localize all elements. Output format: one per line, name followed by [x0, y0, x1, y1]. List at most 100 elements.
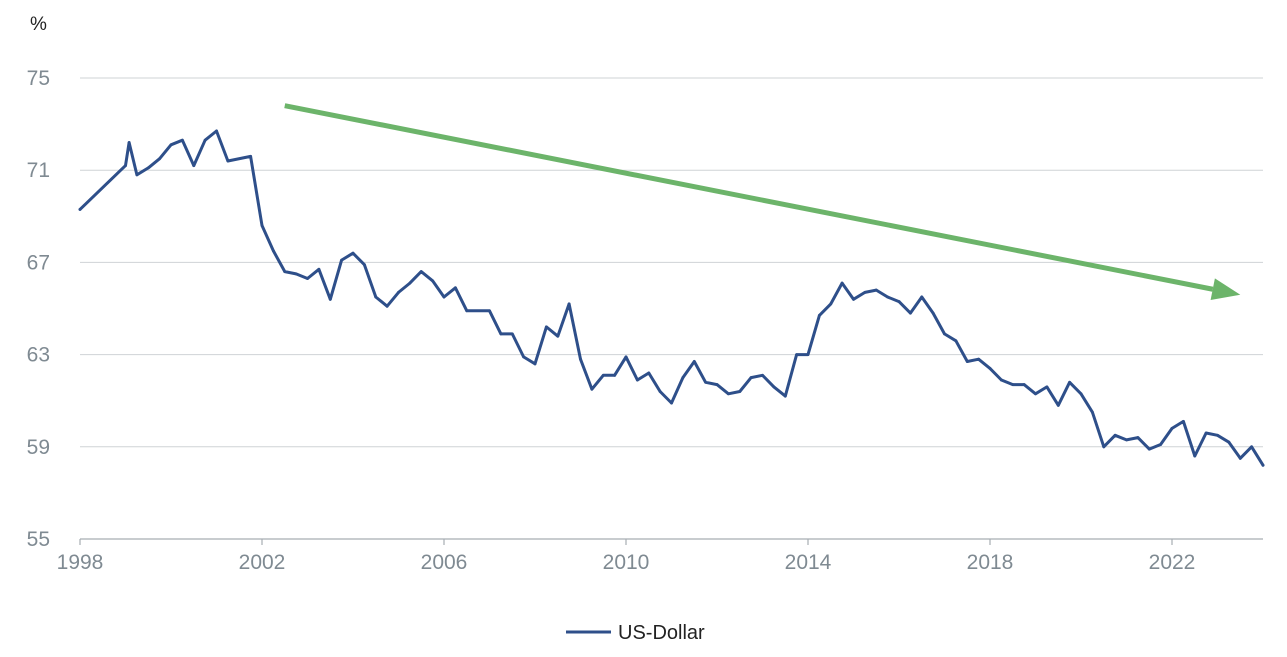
data-point — [488, 309, 491, 313]
data-point — [954, 339, 958, 343]
data-point — [1193, 454, 1197, 458]
data-point — [522, 355, 526, 359]
legend-label-us-dollar: US-Dollar — [618, 622, 705, 644]
data-point — [510, 332, 514, 336]
data-point — [306, 277, 309, 280]
data-point — [135, 173, 139, 177]
data-point — [681, 376, 685, 380]
data-point — [158, 157, 162, 161]
data-point — [533, 362, 537, 366]
data-point — [852, 297, 855, 301]
x-tick-label: 2018 — [967, 551, 1014, 574]
data-point — [999, 378, 1003, 382]
data-point — [817, 314, 821, 317]
data-point — [783, 394, 787, 398]
data-point — [260, 224, 264, 227]
y-tick-label: 63 — [27, 344, 50, 367]
data-point — [1056, 403, 1060, 407]
data-point — [635, 378, 639, 382]
data-point — [908, 311, 912, 315]
data-point — [772, 385, 776, 389]
y-unit-label: % — [30, 14, 47, 35]
data-point — [1238, 456, 1242, 460]
data-point — [294, 272, 298, 276]
data-point — [738, 390, 742, 393]
data-point — [169, 143, 173, 147]
data-point — [465, 309, 469, 313]
gridlines — [80, 77, 1263, 540]
data-point — [715, 383, 719, 386]
data-point — [1261, 463, 1265, 467]
data-point — [249, 154, 253, 158]
data-point — [1147, 447, 1151, 451]
y-tick-label: 75 — [27, 67, 50, 90]
y-axis-tick-labels: 55 59 63 67 71 75 — [27, 67, 50, 551]
y-tick-label: 55 — [27, 528, 50, 551]
data-point — [931, 311, 935, 315]
data-point — [453, 286, 457, 290]
data-point — [988, 367, 992, 370]
x-tick-label: 1998 — [57, 551, 104, 574]
data-point — [1136, 436, 1140, 439]
data-point — [1102, 445, 1106, 449]
data-point — [1034, 392, 1037, 396]
data-point — [874, 288, 878, 292]
y-tick-label: 59 — [27, 436, 50, 459]
x-tick-label: 2014 — [785, 551, 832, 574]
data-point — [328, 297, 332, 301]
data-point — [419, 270, 423, 274]
data-point — [1250, 445, 1254, 449]
data-point — [1011, 383, 1015, 386]
data-point — [567, 302, 571, 306]
data-point — [442, 295, 446, 299]
data-point — [886, 295, 890, 299]
data-point — [78, 207, 82, 211]
data-point — [806, 353, 810, 356]
data-point — [556, 334, 560, 338]
data-point — [192, 164, 196, 167]
data-point — [180, 138, 184, 142]
data-point — [749, 376, 753, 380]
data-point — [579, 357, 582, 361]
trend-arrow-head — [1210, 278, 1241, 300]
data-point — [146, 166, 150, 170]
data-point — [590, 387, 594, 391]
data-point — [127, 141, 131, 144]
data-point — [704, 380, 708, 384]
data-point — [271, 249, 275, 253]
data-point — [1170, 426, 1174, 430]
data-point — [965, 360, 969, 363]
data-point — [840, 281, 844, 285]
annotation-layer — [284, 103, 1241, 300]
x-tick-label: 2006 — [421, 551, 468, 574]
data-point — [215, 129, 218, 133]
data-point — [1227, 440, 1231, 444]
data-point — [863, 290, 867, 294]
data-point — [977, 357, 981, 361]
data-point — [761, 373, 764, 377]
data-point — [795, 353, 799, 356]
data-point — [362, 263, 366, 267]
data-point — [1159, 443, 1163, 446]
data-point — [499, 332, 503, 336]
data-point — [1068, 380, 1072, 384]
data-point — [1090, 410, 1094, 414]
legend: US-Dollar — [566, 622, 705, 644]
data-point — [340, 258, 344, 262]
data-point — [829, 302, 833, 306]
data-point — [943, 332, 946, 336]
data-point — [351, 251, 355, 255]
data-point — [544, 325, 548, 329]
series-layer — [78, 129, 1265, 467]
data-point — [1125, 438, 1128, 442]
data-point — [1216, 433, 1219, 437]
x-axis-tick-labels: 1998 2002 2006 2010 2014 2018 2022 — [57, 539, 1195, 574]
data-point — [226, 159, 230, 163]
data-point — [1181, 420, 1185, 423]
data-point — [670, 401, 673, 405]
data-point — [431, 279, 435, 283]
x-tick-label: 2010 — [603, 551, 650, 574]
data-point — [408, 281, 412, 285]
data-point — [920, 295, 924, 299]
data-point — [283, 270, 287, 274]
